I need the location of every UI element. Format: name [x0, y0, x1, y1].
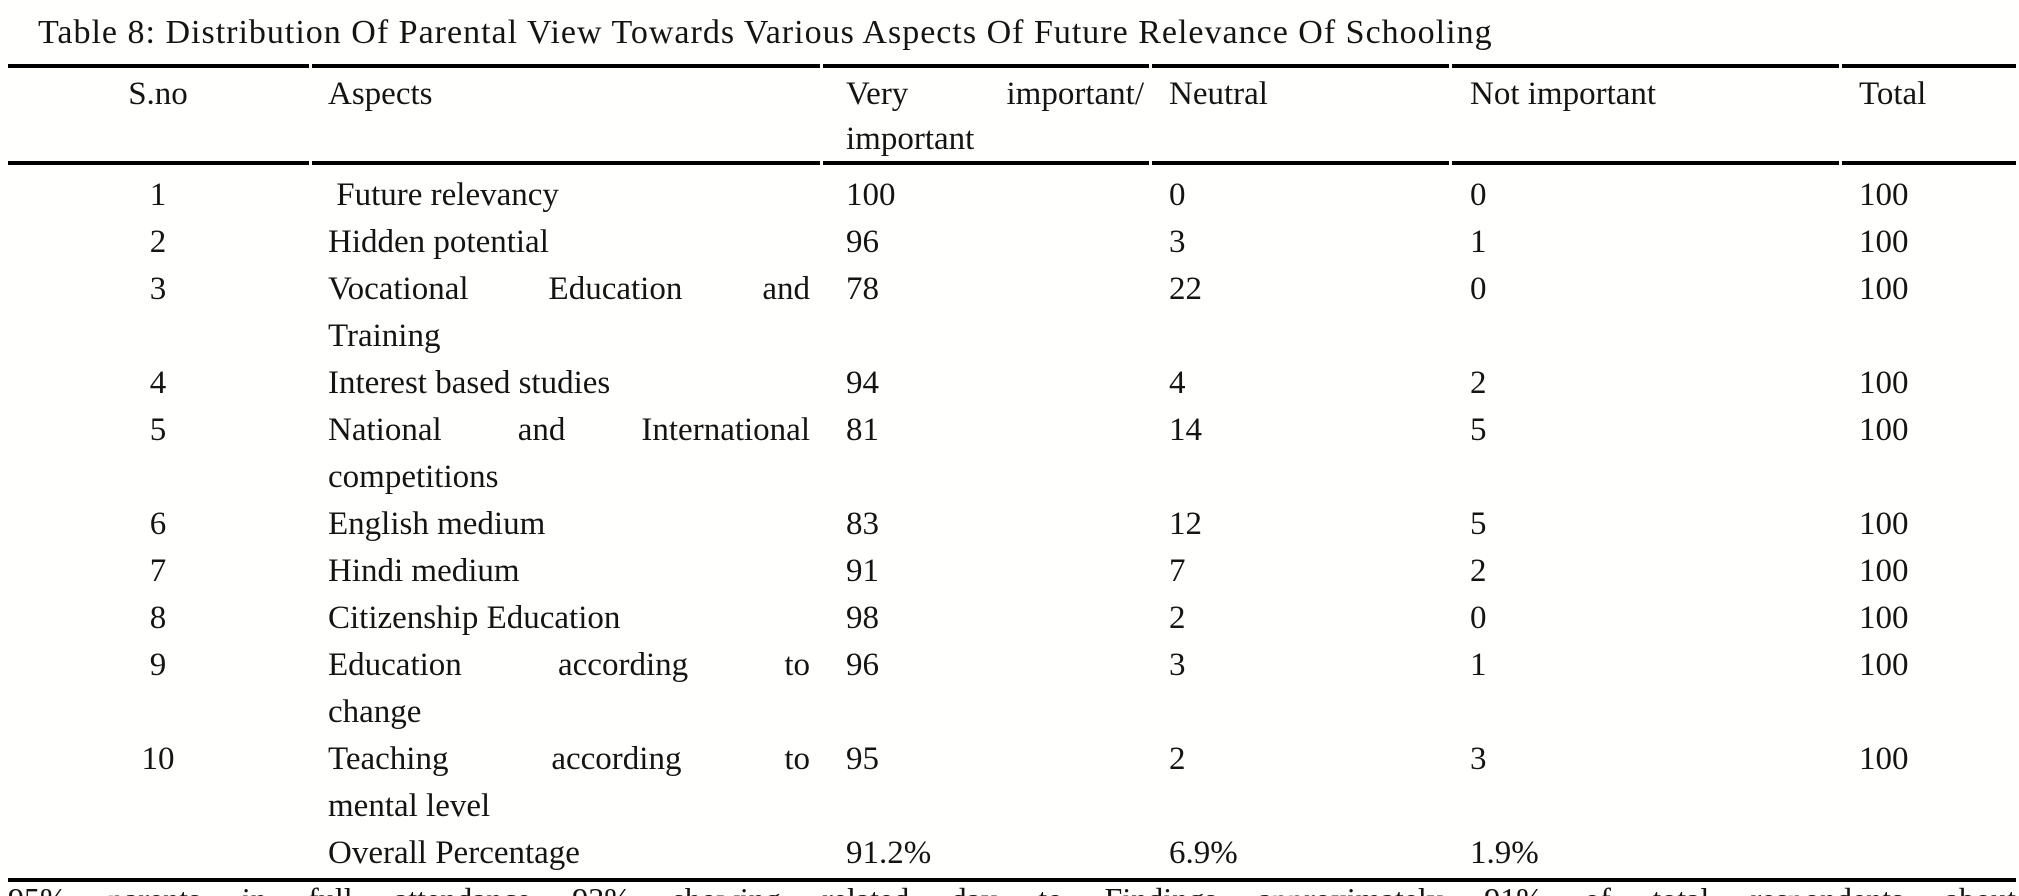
cell-not-important: 5 — [1470, 412, 1487, 448]
cell-not-important: 0 — [1470, 600, 1487, 636]
col-header-total: Total — [1859, 76, 1927, 112]
cell-aspect: Interest based studies — [328, 365, 611, 401]
table-row: 5 National and International competition… — [8, 407, 2016, 501]
cell-very-important: 94 — [846, 365, 879, 401]
table-row: 2 Hidden potential 96 3 1 100 — [8, 219, 2016, 266]
cell-very-important: 91.2% — [846, 835, 932, 871]
col-header-aspects: Aspects — [328, 76, 433, 112]
cell-neutral: 2 — [1169, 741, 1186, 777]
cell-neutral: 3 — [1169, 647, 1186, 683]
cell-neutral: 7 — [1169, 553, 1186, 589]
cell-total: 100 — [1859, 412, 1909, 448]
cell-sno: 9 — [149, 647, 167, 683]
cell-neutral: 22 — [1169, 271, 1202, 307]
cell-aspect: Overall Percentage — [328, 835, 580, 871]
cell-aspect: Hindi medium — [328, 553, 520, 589]
table-header: S.no Aspects Very important/ important N… — [8, 72, 2016, 162]
table-row: 4 Interest based studies 94 4 2 100 — [8, 360, 2016, 407]
table-bottom-rule — [0, 878, 2019, 882]
cell-not-important: 1 — [1470, 647, 1487, 683]
cell-neutral: 4 — [1169, 365, 1186, 401]
table-row: 10 Teaching according to mental level 95… — [8, 736, 2016, 830]
cell-neutral: 6.9% — [1169, 835, 1238, 871]
cell-sno: 3 — [149, 271, 167, 307]
cell-very-important: 91 — [846, 553, 879, 589]
cell-aspect: Teaching according to mental level — [328, 741, 810, 824]
cell-total: 100 — [1859, 224, 1909, 260]
col-header-very-important-line1: Very important/ — [846, 76, 1144, 112]
cell-very-important: 95 — [846, 741, 879, 777]
cell-sno: 1 — [149, 177, 167, 213]
cell-total: 100 — [1859, 647, 1909, 683]
cell-very-important: 96 — [846, 224, 879, 260]
cell-neutral: 3 — [1169, 224, 1186, 260]
cell-very-important: 83 — [846, 506, 879, 542]
clipped-paragraph-line: 95% parents in full attendance 93% showi… — [8, 882, 2016, 896]
cell-aspect: Education according to change — [328, 647, 810, 730]
cell-not-important: 2 — [1470, 553, 1487, 589]
cell-aspect: Vocational Education and Training — [328, 271, 810, 354]
cell-aspect: Citizenship Education — [328, 600, 621, 636]
cell-neutral: 14 — [1169, 412, 1202, 448]
table-row-overall: Overall Percentage 91.2% 6.9% 1.9% — [8, 830, 2016, 877]
table-row: 8 Citizenship Education 98 2 0 100 — [8, 595, 2016, 642]
cell-not-important: 5 — [1470, 506, 1487, 542]
cell-not-important: 1 — [1470, 224, 1487, 260]
table-row: 9 Education according to change 96 3 1 1… — [8, 642, 2016, 736]
table-row: 6 English medium 83 12 5 100 — [8, 501, 2016, 548]
cell-aspect: Hidden potential — [328, 224, 549, 260]
cell-sno: 10 — [141, 741, 175, 777]
table-row: 1 Future relevancy 100 0 0 100 — [8, 172, 2016, 219]
header-bottom-rule — [0, 161, 2019, 165]
cell-not-important: 3 — [1470, 741, 1487, 777]
cell-very-important: 100 — [846, 177, 896, 213]
col-header-very-important-line2: important — [846, 121, 975, 157]
cell-total: 100 — [1859, 553, 1909, 589]
cell-not-important: 2 — [1470, 365, 1487, 401]
cell-total: 100 — [1859, 506, 1909, 542]
table-caption: Table 8: Distribution Of Parental View T… — [38, 14, 1493, 51]
cell-total: 100 — [1859, 741, 1909, 777]
col-header-neutral: Neutral — [1169, 76, 1268, 112]
cell-total: 100 — [1859, 271, 1909, 307]
cell-neutral: 12 — [1169, 506, 1202, 542]
col-header-sno: S.no — [128, 76, 188, 112]
col-header-not-important: Not important — [1470, 76, 1657, 112]
table-body: 1 Future relevancy 100 0 0 100 2 Hidden … — [8, 172, 2016, 877]
table-row: 3 Vocational Education and Training 78 2… — [8, 266, 2016, 360]
cell-aspect: English medium — [328, 506, 546, 542]
cell-very-important: 78 — [846, 271, 879, 307]
col-header-very-important: Very important/ important — [820, 72, 1150, 162]
cell-sno: 2 — [149, 224, 167, 260]
cell-sno: 7 — [149, 553, 167, 589]
cell-not-important: 0 — [1470, 271, 1487, 307]
table-row: 7 Hindi medium 91 7 2 100 — [8, 548, 2016, 595]
cell-neutral: 0 — [1169, 177, 1186, 213]
cell-very-important: 98 — [846, 600, 879, 636]
cell-total: 100 — [1859, 365, 1909, 401]
cell-sno: 5 — [149, 412, 167, 448]
cell-sno: 8 — [149, 600, 167, 636]
cell-very-important: 81 — [846, 412, 879, 448]
cell-not-important: 1.9% — [1470, 835, 1539, 871]
cell-total: 100 — [1859, 600, 1909, 636]
header-row: S.no Aspects Very important/ important N… — [8, 72, 2016, 162]
cell-sno: 6 — [149, 506, 167, 542]
cell-total: 100 — [1859, 177, 1909, 213]
cell-aspect: National and International competitions — [328, 412, 810, 495]
cell-sno: 4 — [149, 365, 167, 401]
cell-neutral: 2 — [1169, 600, 1186, 636]
table-top-rule — [0, 64, 2019, 68]
cell-aspect: Future relevancy — [328, 177, 559, 213]
cell-very-important: 96 — [846, 647, 879, 683]
cell-not-important: 0 — [1470, 177, 1487, 213]
